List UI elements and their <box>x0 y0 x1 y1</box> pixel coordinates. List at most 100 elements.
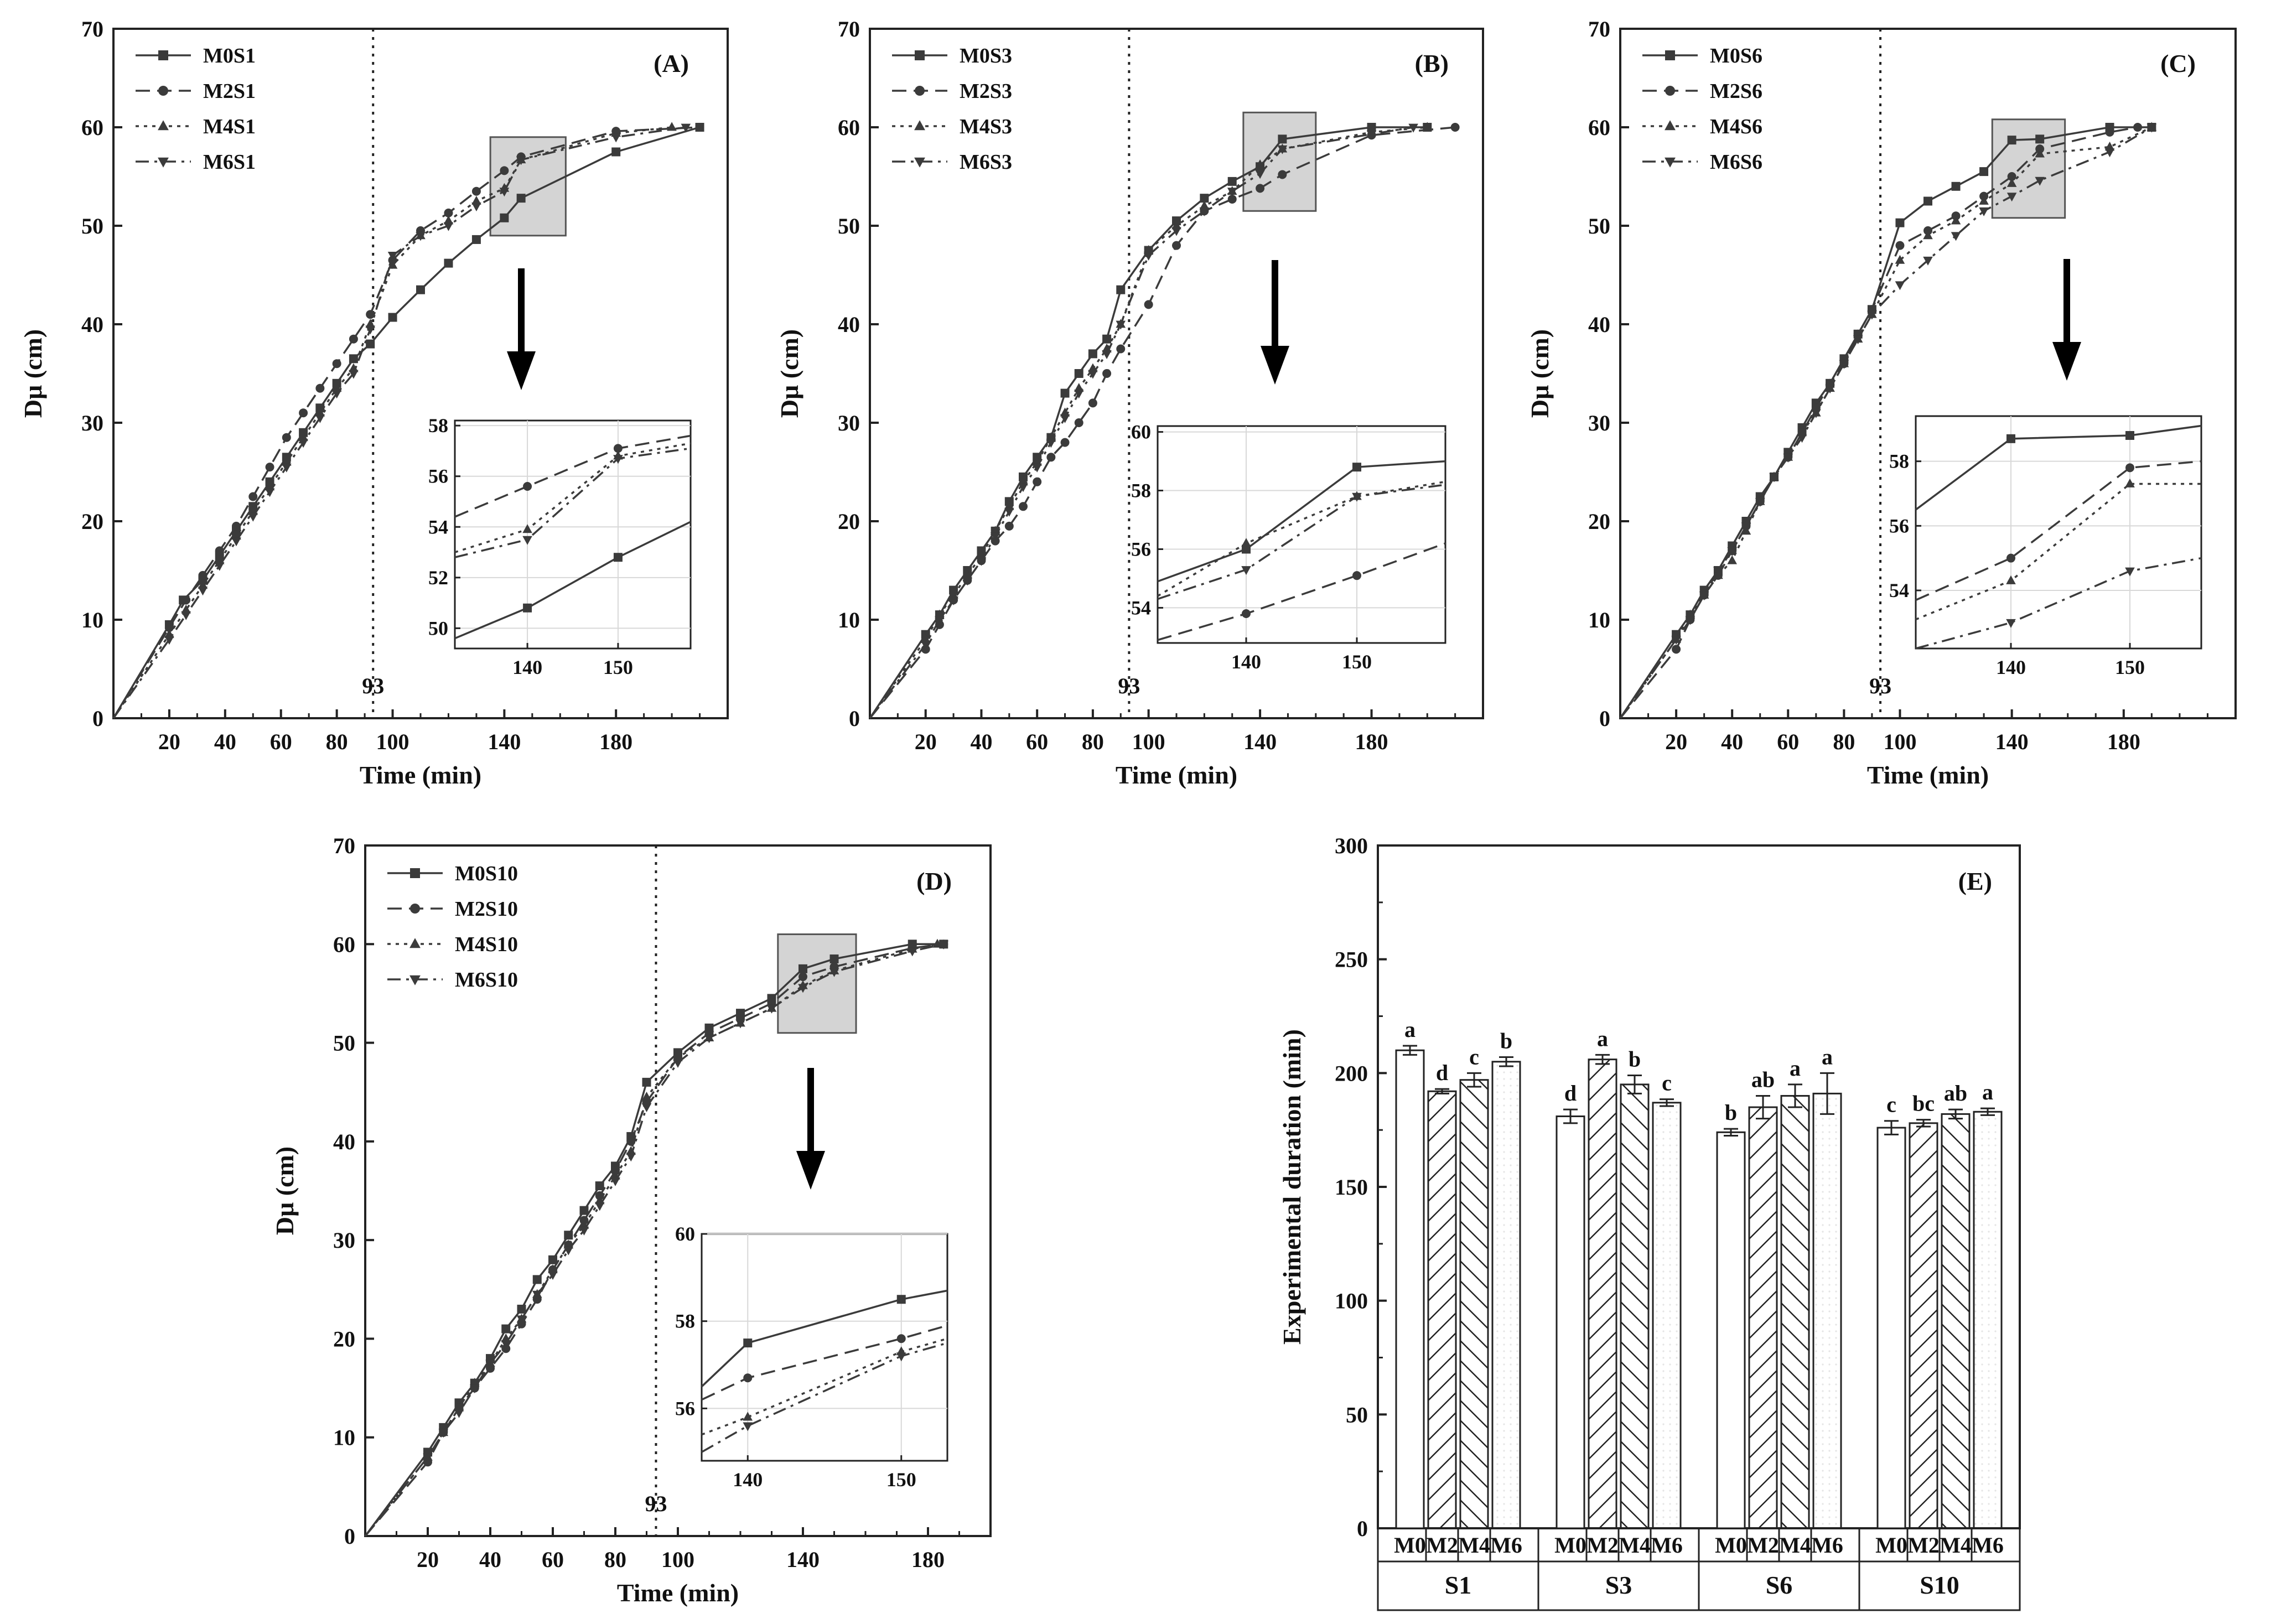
data-point <box>1366 131 1377 140</box>
inset-y-tick-label: 58 <box>1889 450 1909 473</box>
y-tick-label: 0 <box>1357 1516 1368 1541</box>
y-tick-label: 40 <box>838 312 860 337</box>
legend-label: M4S1 <box>203 115 256 138</box>
x-tick-label: 100 <box>376 729 409 754</box>
inset-y-tick-label: 56 <box>428 465 448 487</box>
data-point <box>948 596 958 605</box>
x-tick-label: 140 <box>1995 729 2029 754</box>
data-point <box>1200 194 1209 203</box>
y-tick-label: 10 <box>333 1425 355 1450</box>
inset-data-point <box>2125 431 2134 440</box>
data-point <box>1199 207 1210 216</box>
data-point <box>2006 178 2017 187</box>
data-point <box>1088 370 1098 379</box>
data-point <box>349 363 359 372</box>
data-point <box>516 156 526 165</box>
y-tick-label: 30 <box>333 1228 355 1253</box>
data-point <box>500 166 509 175</box>
data-point <box>471 203 481 211</box>
data-point <box>1422 122 1433 131</box>
panel-tag: (D) <box>916 867 952 895</box>
data-point <box>735 1019 745 1029</box>
panel-4: 0 50 100 150 200 250 300 Experimental duration … <box>1278 833 2021 1611</box>
significance-letter: a <box>1790 1056 1801 1081</box>
inset-data-point <box>523 603 532 613</box>
significance-letter: a <box>1597 1026 1608 1051</box>
inset-x-tick-label: 150 <box>2115 656 2145 678</box>
bar <box>1748 1106 1778 1529</box>
data-point <box>438 1429 449 1438</box>
data-point <box>579 1206 589 1215</box>
y-tick-label: 40 <box>333 1129 355 1154</box>
inset-y-tick-label: 56 <box>1889 515 1909 537</box>
data-point <box>1102 350 1112 359</box>
inset-y-tick-label: 58 <box>675 1310 695 1332</box>
inset-series-line <box>1157 480 1446 597</box>
group-S6: b M0 ab M2 a M4 a M6 S6 <box>1698 1044 1860 1611</box>
data-point <box>1033 477 1042 486</box>
significance-letter: c <box>1886 1092 1896 1117</box>
category-label: M4 <box>1619 1533 1651 1558</box>
inset-data-point <box>1352 463 1361 472</box>
inset-x-tick-label: 140 <box>1996 656 2026 678</box>
data-point <box>1032 463 1042 473</box>
x-tick-label: 60 <box>1026 729 1048 754</box>
bar <box>1780 1094 1810 1529</box>
inset-data-point <box>743 1338 753 1348</box>
y-tick-label: 20 <box>838 509 860 534</box>
data-point <box>454 1402 464 1412</box>
inset-y-tick-label: 52 <box>428 567 448 589</box>
data-point <box>1074 369 1083 378</box>
significance-letter: a <box>1822 1044 1833 1069</box>
data-point <box>920 641 931 650</box>
data-point <box>1797 434 1807 443</box>
data-point <box>1278 170 1287 179</box>
data-point <box>673 1052 683 1061</box>
data-point <box>611 147 621 157</box>
y-tick-label: 20 <box>333 1326 355 1351</box>
x-tick-label: 140 <box>488 729 521 754</box>
zoom-arrow-head <box>1261 346 1289 385</box>
x-tick-label: 80 <box>1833 729 1855 754</box>
data-point <box>1671 636 1681 645</box>
y-tick-label: 0 <box>344 1524 355 1549</box>
data-point <box>1227 188 1237 197</box>
data-point <box>766 1004 777 1014</box>
data-point <box>1143 245 1154 254</box>
series-line <box>1619 126 2153 719</box>
data-point <box>1088 349 1097 359</box>
inset-data-point <box>1241 566 1251 575</box>
x-tick-label: 180 <box>599 729 632 754</box>
data-point <box>1450 123 1460 132</box>
data-point <box>1004 521 1014 531</box>
series-line <box>1619 126 2138 719</box>
data-point <box>1895 281 1905 290</box>
data-point <box>1102 369 1112 378</box>
data-point <box>1116 344 1126 354</box>
data-point <box>315 414 325 423</box>
data-point <box>1811 409 1821 418</box>
reference-line-label: 93 <box>1869 673 1891 698</box>
data-point <box>1199 200 1210 210</box>
data-point <box>248 512 258 522</box>
data-point <box>829 968 839 977</box>
series-M6S10: M6S10 <box>364 940 949 1537</box>
data-point <box>1171 227 1181 236</box>
data-point <box>443 222 454 231</box>
data-point <box>1741 522 1751 532</box>
data-point <box>990 532 1000 542</box>
panel-3: 0 10 20 30 40 50 60 70 20 40 60 80 100 140 180 Time (mi… <box>271 833 992 1607</box>
legend-label: M6S1 <box>203 151 256 174</box>
significance-letter: a <box>1404 1017 1416 1042</box>
legend-label: M4S6 <box>1710 115 1762 138</box>
data-point <box>1278 134 1287 144</box>
data-point <box>1255 170 1265 179</box>
panel-2: 0 10 20 30 40 50 60 70 20 40 60 80 100 140 180 Time (mi… <box>1526 17 2237 789</box>
series-line <box>112 126 672 719</box>
category-label: M4 <box>1940 1533 1972 1558</box>
series-M6S1: M6S1 <box>112 123 691 719</box>
data-point <box>231 537 241 547</box>
y-tick-label: 70 <box>333 833 355 858</box>
data-point <box>1713 567 1723 576</box>
inset-data-point <box>1352 571 1361 580</box>
